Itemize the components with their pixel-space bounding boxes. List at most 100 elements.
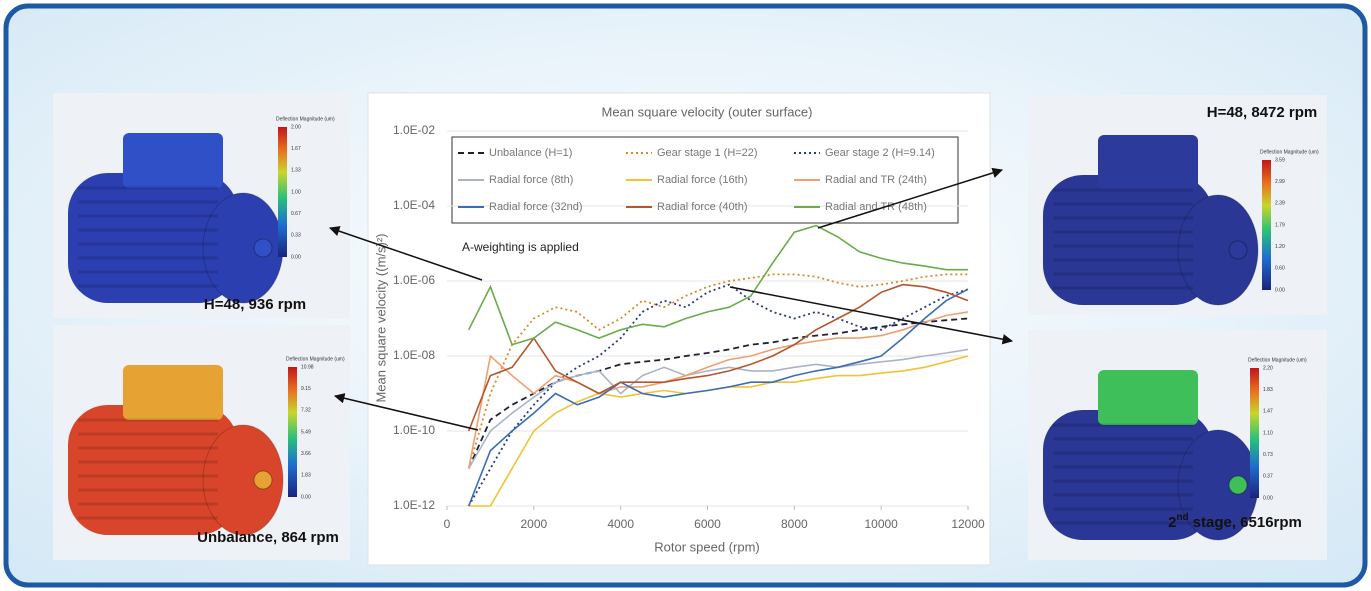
colorbar-tick: 0.37 <box>1263 474 1273 480</box>
colorbar-tick: 1.67 <box>291 146 301 152</box>
legend-label: Radial force (16th) <box>657 174 748 186</box>
colorbar-tick: 1.47 <box>1263 409 1273 415</box>
caption-part: nd <box>1176 512 1188 523</box>
motor-end <box>1177 194 1259 306</box>
colorbar-tick: 1.10 <box>1263 430 1273 436</box>
colorbar-title: Deflection Magnitude (um) <box>1248 357 1307 363</box>
panel-caption: H=48, 936 rpm <box>204 296 306 313</box>
legend-label: Unbalance (H=1) <box>489 147 572 159</box>
colorbar-tick: 0.00 <box>1275 287 1285 293</box>
y-tick-label: 1.0E-02 <box>393 123 435 137</box>
colorbar-tick: 1.83 <box>1263 387 1273 393</box>
arrow <box>329 226 483 281</box>
colorbar-tick: 1.00 <box>291 189 301 195</box>
plot: 1.0E-12 1.0E-10 1.0E-08 1.0E-06 1.0E-04 1.0E-… <box>393 123 985 531</box>
motor-top <box>1098 135 1198 190</box>
colorbar-tick: 0.00 <box>301 494 311 500</box>
colorbar-tick: 2.00 <box>291 124 301 130</box>
caption-part: H=48, 936 rpm <box>204 296 306 313</box>
motor-body <box>68 405 238 535</box>
motor-top <box>123 133 223 188</box>
colorbar-tick: 1.83 <box>301 473 311 479</box>
legend-label: Radial force (8th) <box>489 174 573 186</box>
panels: Deflection Magnitude (um) 2.00 1.67 1.33 1.0… <box>53 93 1327 560</box>
legend-label: Gear stage 2 (H=9.14) <box>825 147 935 159</box>
legend-label: Radial force (40th) <box>657 201 748 213</box>
colorbar-tick: 1.79 <box>1275 222 1285 228</box>
arrow <box>729 286 1014 345</box>
arrow <box>333 393 479 431</box>
caption-part: 2 <box>1168 514 1176 531</box>
colorbar-tick: 3.66 <box>301 451 311 457</box>
legend-box <box>451 136 959 224</box>
colorbar-tick: 0.00 <box>1263 495 1273 501</box>
colorbar-tick: 2.20 <box>1263 365 1273 371</box>
panel-caption: 2nd stage, 6516rpm <box>1168 512 1302 531</box>
colorbar <box>278 127 287 257</box>
colorbar-title: Deflection Magnitude (um) <box>1260 149 1319 155</box>
motor-top <box>123 365 223 420</box>
y-tick-label: 1.0E-04 <box>393 198 435 212</box>
x-axis-label: Rotor speed (rpm) <box>654 539 759 554</box>
y-tick-label: 1.0E-06 <box>393 273 435 287</box>
y-tick-label: 1.0E-08 <box>393 348 435 362</box>
series-line <box>467 273 968 469</box>
x-tick-label: 4000 <box>607 517 634 531</box>
colorbar-tick: 0.00 <box>291 254 301 260</box>
x-tick-label: 12000 <box>951 517 985 531</box>
colorbar <box>1262 160 1271 290</box>
series-line <box>468 348 969 469</box>
colorbar-title: Deflection Magnitude (um) <box>286 356 345 362</box>
motor-body <box>1043 175 1213 305</box>
motor-shaft <box>1228 240 1248 260</box>
motor-shaft <box>253 238 273 258</box>
y-axis-label: Mean square velocity ((m/s)²) <box>373 233 388 402</box>
x-tick-label: 8000 <box>781 517 808 531</box>
legend-label: Radial and TR (48th) <box>825 201 927 213</box>
motor-end <box>202 424 284 536</box>
motor-shaft <box>1228 475 1248 495</box>
colorbar-tick: 0.73 <box>1263 452 1273 458</box>
panel-caption: H=48, 8472 rpm <box>1207 104 1318 121</box>
series-line <box>467 311 969 469</box>
series-line <box>467 288 969 507</box>
y-tick-label: 1.0E-12 <box>393 498 435 512</box>
y-tick-label: 1.0E-10 <box>393 423 435 437</box>
colorbar <box>1250 368 1259 498</box>
motor-shaft <box>253 470 273 490</box>
arrow <box>817 167 1004 229</box>
colorbar-tick: 1.33 <box>291 168 301 174</box>
arrows <box>329 167 1014 431</box>
x-tick-label: 10000 <box>864 517 898 531</box>
chart-title: Mean square velocity (outer surface) <box>602 104 813 119</box>
colorbar-tick: 2.99 <box>1275 179 1285 185</box>
colorbar-tick: 3.59 <box>1275 157 1285 163</box>
series-line <box>467 283 969 432</box>
colorbar-tick: 0.33 <box>291 233 301 239</box>
series-line <box>467 283 969 507</box>
caption-part: H=48, 8472 rpm <box>1207 104 1318 121</box>
legend-label: Radial force (32nd) <box>489 201 583 213</box>
colorbar-tick: 9.15 <box>301 386 311 392</box>
colorbar <box>288 367 297 497</box>
annotation: A-weighting is applied <box>462 240 579 254</box>
colorbar-tick: 5.49 <box>301 429 311 435</box>
colorbar-tick: 10.98 <box>301 364 314 370</box>
motor-top <box>1098 370 1198 425</box>
motor-body <box>1043 410 1213 540</box>
x-tick-label: 6000 <box>694 517 721 531</box>
colorbar-tick: 7.32 <box>301 408 311 414</box>
motor-body <box>68 173 238 303</box>
colorbar-tick: 1.20 <box>1275 244 1285 250</box>
colorbar-tick: 2.39 <box>1275 201 1285 207</box>
colorbar-title: Deflection Magnitude (um) <box>276 116 335 122</box>
colorbar-tick: 0.60 <box>1275 266 1285 272</box>
caption-part: Unbalance, 864 rpm <box>197 529 339 546</box>
colorbar-tick: 0.67 <box>291 211 301 217</box>
x-tick-label: 0 <box>444 517 451 531</box>
legend-label: Gear stage 1 (H=22) <box>657 147 758 159</box>
x-tick-label: 2000 <box>520 517 547 531</box>
series-line <box>467 224 968 346</box>
panel-caption: Unbalance, 864 rpm <box>197 529 339 546</box>
